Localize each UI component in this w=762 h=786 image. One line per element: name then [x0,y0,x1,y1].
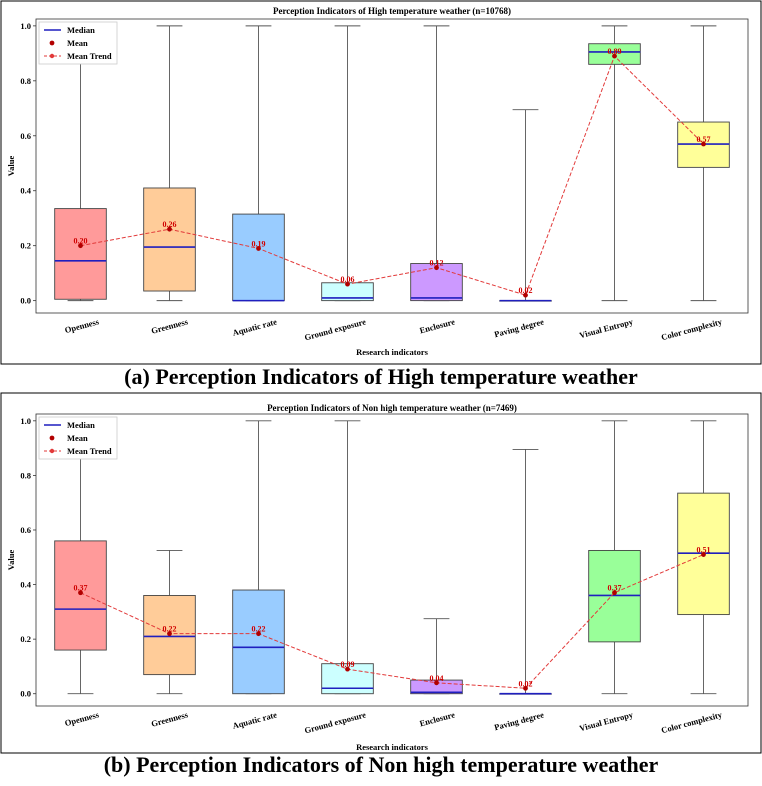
x-axis-label: Research indicators [356,347,429,357]
legend-median-label: Median [67,25,95,35]
x-tick-label: Visual Entropy [578,316,634,340]
mean-point [167,226,172,232]
mean-point [345,666,350,672]
mean-point [701,552,706,557]
x-tick-label: Aquatic rate [231,316,278,338]
mean-value-label: 0.02 [519,679,533,688]
x-tick-label: Ground exposure [303,316,367,342]
chart-title: Perception Indicators of High temperatur… [273,6,511,16]
x-tick-label: Aquatic rate [231,709,278,731]
mean-value-label: 0.06 [341,275,355,284]
chart-non-high-temperature: Perception Indicators of Non high temper… [0,392,762,754]
x-tick-label: Enclosure [418,316,456,335]
box-openness [54,208,107,300]
mean-value-label: 0.20 [74,237,88,246]
x-tick-label: Color complexity [660,709,724,735]
mean-point [701,141,706,147]
chart-high-temperature: Perception Indicators of High temperatur… [0,0,762,365]
legend-median-label: Median [67,420,95,430]
legend-trend-label: Mean Trend [67,446,112,456]
box-aquatic-rate [232,213,285,302]
legend-trend-marker [49,53,55,59]
caption-high-temperature: (a) Perception Indicators of High temper… [124,364,638,389]
mean-point [612,590,617,596]
box-openness [54,540,107,651]
plot-frame [35,413,749,707]
y-tick-label: 0.6 [20,525,31,535]
y-tick-label: 0.2 [20,241,31,251]
x-tick-label: Greenness [150,316,190,336]
mean-value-label: 0.02 [519,286,533,295]
mean-value-label: 0.51 [697,546,711,555]
mean-point [434,680,439,686]
mean-point [523,292,528,298]
mean-point [434,265,439,271]
x-tick-label: Ground exposure [303,709,367,735]
y-tick-label: 0.8 [20,470,31,480]
x-tick-label: Enclosure [418,709,456,728]
mean-value-label: 0.22 [252,625,266,634]
mean-value-label: 0.57 [697,135,711,144]
x-tick-label: Color complexity [660,316,724,342]
x-tick-label: Visual Entropy [578,709,634,733]
x-tick-label: Openness [64,709,101,728]
mean-point [78,590,83,596]
mean-point [345,281,350,287]
mean-value-label: 0.04 [430,674,444,683]
x-tick-label: Greenness [150,709,190,729]
mean-value-label: 0.89 [608,47,622,56]
caption-non-high-temperature: (b) Perception Indicators of Non high te… [103,752,659,777]
x-tick-label: Paving degree [493,709,545,732]
mean-point [612,53,617,59]
y-tick-label: 0.0 [20,689,31,699]
y-tick-label: 0.8 [20,76,31,86]
mean-value-label: 0.22 [163,625,177,634]
legend-mean-label: Mean [67,433,88,443]
y-axis-label: Value [6,550,16,571]
mean-point [523,685,528,691]
box-aquatic-rate [232,589,285,695]
plot-frame [35,18,749,314]
mean-point [256,631,261,637]
legend-trend-marker [49,448,55,454]
mean-trend-line [80,55,704,296]
y-tick-label: 0.0 [20,296,31,306]
mean-value-label: 0.37 [74,584,88,593]
y-tick-label: 0.2 [20,634,31,644]
y-tick-label: 1.0 [20,21,31,31]
legend-mean-label: Mean [67,38,88,48]
y-axis-label: Value [6,156,16,177]
y-tick-label: 1.0 [20,416,31,426]
mean-point [78,243,83,249]
x-tick-label: Paving degree [493,316,545,339]
x-axis-label: Research indicators [356,742,429,752]
panel-non-high-temperature: Perception Indicators of Non high temper… [0,392,762,781]
y-tick-label: 0.4 [20,580,31,590]
mean-point [167,631,172,637]
chart-title: Perception Indicators of Non high temper… [267,403,517,413]
mean-value-label: 0.26 [163,220,177,229]
mean-value-label: 0.12 [430,259,444,268]
box-greenness [143,187,196,292]
mean-trend-line [80,554,704,689]
y-tick-label: 0.4 [20,186,31,196]
legend-mean-marker [49,435,55,441]
panel-high-temperature: Perception Indicators of High temperatur… [0,0,762,392]
y-tick-label: 0.6 [20,131,31,141]
mean-point [256,246,261,251]
legend-mean-marker [49,40,55,46]
x-tick-label: Openness [64,316,101,335]
mean-value-label: 0.09 [341,660,355,669]
mean-value-label: 0.37 [608,584,622,593]
legend-trend-label: Mean Trend [67,51,112,61]
mean-value-label: 0.19 [252,239,266,248]
